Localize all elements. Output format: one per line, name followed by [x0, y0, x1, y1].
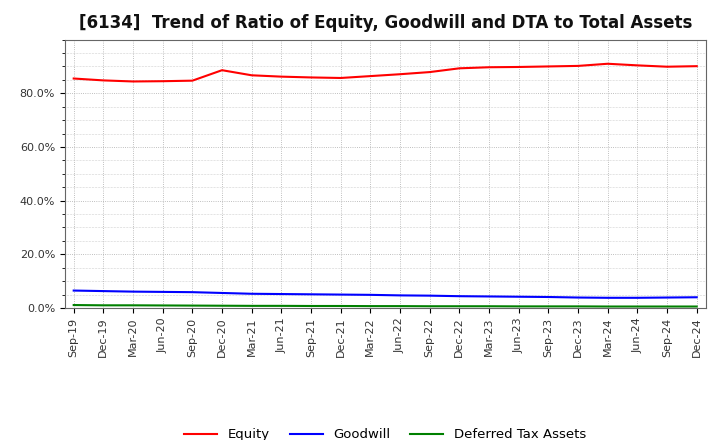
Deferred Tax Assets	[574, 304, 582, 309]
Deferred Tax Assets	[485, 304, 493, 309]
Deferred Tax Assets	[158, 303, 167, 308]
Goodwill	[99, 289, 108, 294]
Goodwill	[396, 293, 405, 298]
Deferred Tax Assets	[544, 304, 553, 309]
Equity	[396, 72, 405, 77]
Equity	[574, 63, 582, 69]
Deferred Tax Assets	[396, 304, 405, 309]
Goodwill	[514, 294, 523, 299]
Deferred Tax Assets	[693, 304, 701, 309]
Goodwill	[366, 292, 374, 297]
Equity	[662, 64, 671, 70]
Goodwill	[188, 290, 197, 295]
Title: [6134]  Trend of Ratio of Equity, Goodwill and DTA to Total Assets: [6134] Trend of Ratio of Equity, Goodwil…	[78, 15, 692, 33]
Goodwill	[217, 290, 226, 296]
Goodwill	[307, 292, 315, 297]
Equity	[69, 76, 78, 81]
Goodwill	[455, 293, 464, 299]
Goodwill	[574, 295, 582, 300]
Equity	[217, 68, 226, 73]
Goodwill	[426, 293, 434, 298]
Equity	[129, 79, 138, 84]
Deferred Tax Assets	[99, 303, 108, 308]
Goodwill	[693, 295, 701, 300]
Equity	[485, 65, 493, 70]
Equity	[514, 64, 523, 70]
Line: Deferred Tax Assets: Deferred Tax Assets	[73, 305, 697, 307]
Equity	[336, 75, 345, 81]
Deferred Tax Assets	[426, 304, 434, 309]
Equity	[633, 63, 642, 68]
Goodwill	[336, 292, 345, 297]
Equity	[248, 73, 256, 78]
Goodwill	[277, 291, 286, 297]
Equity	[366, 73, 374, 79]
Deferred Tax Assets	[455, 304, 464, 309]
Equity	[603, 61, 612, 66]
Deferred Tax Assets	[662, 304, 671, 309]
Equity	[426, 70, 434, 75]
Equity	[158, 79, 167, 84]
Deferred Tax Assets	[217, 303, 226, 308]
Deferred Tax Assets	[603, 304, 612, 309]
Equity	[455, 66, 464, 71]
Goodwill	[158, 289, 167, 294]
Deferred Tax Assets	[307, 303, 315, 308]
Goodwill	[485, 294, 493, 299]
Deferred Tax Assets	[248, 303, 256, 308]
Deferred Tax Assets	[69, 302, 78, 308]
Deferred Tax Assets	[514, 304, 523, 309]
Goodwill	[248, 291, 256, 297]
Equity	[693, 63, 701, 69]
Deferred Tax Assets	[336, 303, 345, 308]
Deferred Tax Assets	[366, 304, 374, 309]
Deferred Tax Assets	[129, 303, 138, 308]
Equity	[277, 74, 286, 79]
Line: Goodwill: Goodwill	[73, 290, 697, 298]
Goodwill	[69, 288, 78, 293]
Goodwill	[633, 295, 642, 301]
Deferred Tax Assets	[633, 304, 642, 309]
Deferred Tax Assets	[188, 303, 197, 308]
Equity	[544, 64, 553, 69]
Goodwill	[544, 294, 553, 300]
Equity	[99, 78, 108, 83]
Legend: Equity, Goodwill, Deferred Tax Assets: Equity, Goodwill, Deferred Tax Assets	[184, 428, 586, 440]
Goodwill	[662, 295, 671, 300]
Equity	[307, 75, 315, 80]
Equity	[188, 78, 197, 83]
Goodwill	[603, 295, 612, 301]
Goodwill	[129, 289, 138, 294]
Deferred Tax Assets	[277, 303, 286, 308]
Line: Equity: Equity	[73, 64, 697, 81]
